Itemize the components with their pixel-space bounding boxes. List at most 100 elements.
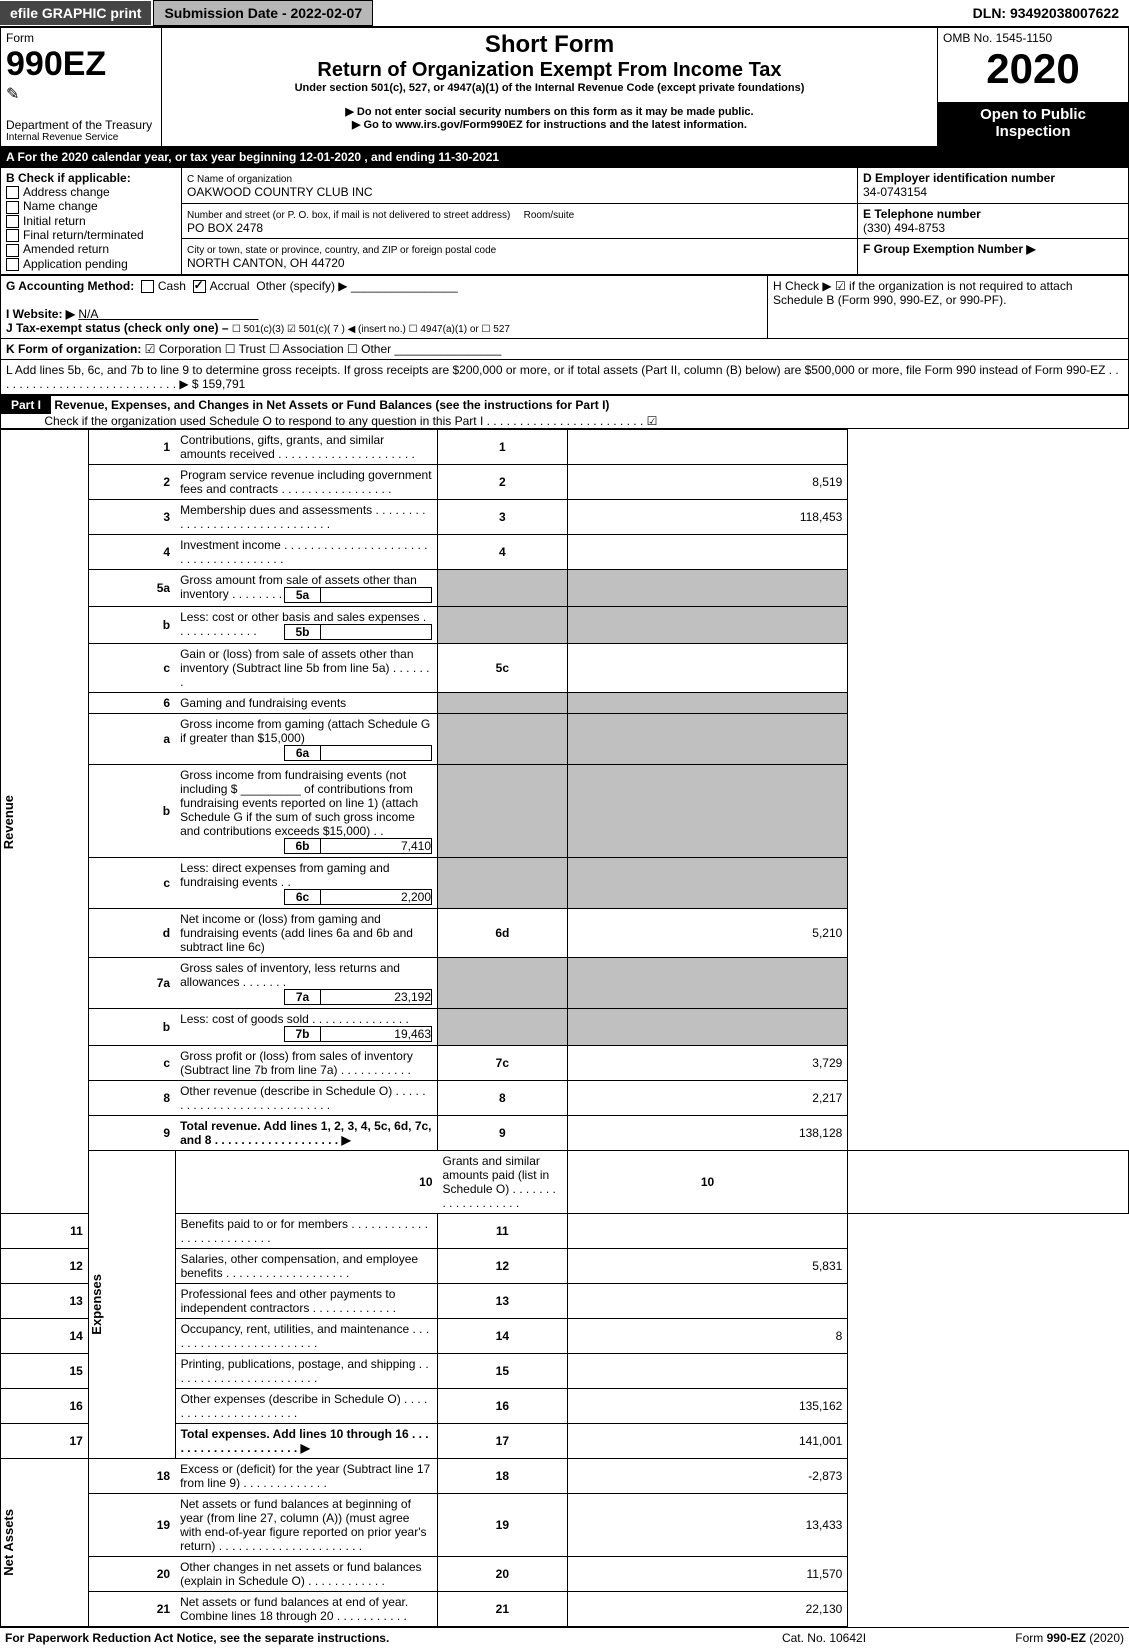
line-15-num: 15 xyxy=(1,1354,89,1389)
line-7c-amt: 3,729 xyxy=(567,1046,848,1081)
box-k-label: K Form of organization: xyxy=(6,342,141,356)
line-11-num: 11 xyxy=(1,1214,89,1249)
line-19-text: Net assets or fund balances at beginning… xyxy=(175,1494,437,1557)
dept-treasury: Department of the Treasury xyxy=(6,118,156,132)
submission-date: Submission Date - 2022-02-07 xyxy=(153,0,373,26)
address-change-checkbox[interactable] xyxy=(6,186,19,199)
line-4-box: 4 xyxy=(438,535,568,570)
line-19-amt: 13,433 xyxy=(567,1494,848,1557)
line-13-text: Professional fees and other payments to … xyxy=(175,1284,437,1319)
line-7c-num: c xyxy=(88,1046,175,1081)
part1-heading: Revenue, Expenses, and Changes in Net As… xyxy=(54,398,609,412)
line-21-box: 21 xyxy=(438,1592,568,1627)
street-label: Number and street (or P. O. box, if mail… xyxy=(187,210,510,221)
line-2-box: 2 xyxy=(438,465,568,500)
line-7b-inneramt: 19,463 xyxy=(321,1027,431,1041)
page-footer: For Paperwork Reduction Act Notice, see … xyxy=(0,1627,1129,1648)
amended-return-checkbox[interactable] xyxy=(6,244,19,257)
no-ssn-warning: ▶ Do not enter social security numbers o… xyxy=(167,105,932,118)
line-6d-box: 6d xyxy=(438,909,568,958)
line-5b-shade xyxy=(438,607,568,644)
under-section: Under section 501(c), 527, or 4947(a)(1)… xyxy=(167,82,932,94)
line-6b-shade xyxy=(438,765,568,858)
line-5c-text: Gain or (loss) from sale of assets other… xyxy=(175,644,437,693)
line-12-amt: 5,831 xyxy=(567,1249,848,1284)
line-11-text: Benefits paid to or for members . . . . … xyxy=(175,1214,437,1249)
ghi-table: G Accounting Method: Cash Accrual Other … xyxy=(0,275,1129,395)
line-6c-text: Less: direct expenses from gaming and fu… xyxy=(180,861,389,889)
box-f-label: F Group Exemption Number ▶ xyxy=(863,242,1036,256)
website-value: N/A xyxy=(78,307,98,321)
line-10-amt xyxy=(848,1151,1129,1214)
line-6d-text: Net income or (loss) from gaming and fun… xyxy=(175,909,437,958)
line-3-box: 3 xyxy=(438,500,568,535)
line-6d-num: d xyxy=(88,909,175,958)
line-7a-num: 7a xyxy=(88,958,175,1009)
line-2-text: Program service revenue including govern… xyxy=(175,465,437,500)
line-5b-innerbox: 5b xyxy=(285,625,321,639)
line-7b-text: Less: cost of goods sold . . . . . . . .… xyxy=(180,1012,409,1026)
irs-label: Internal Revenue Service xyxy=(6,132,156,143)
revenue-section-label: Revenue xyxy=(1,795,16,849)
line-6d-amt: 5,210 xyxy=(567,909,848,958)
box-j-label: J Tax-exempt status (check only one) – xyxy=(6,321,229,335)
line-10-text: Grants and similar amounts paid (list in… xyxy=(438,1151,568,1214)
line-15-amt xyxy=(567,1354,848,1389)
line-6b-innerbox: 6b xyxy=(285,839,321,853)
line-16-box: 16 xyxy=(438,1389,568,1424)
initial-return-checkbox[interactable] xyxy=(6,215,19,228)
line-7b-num: b xyxy=(88,1009,175,1046)
line-14-amt: 8 xyxy=(567,1319,848,1354)
line-5a-innerbox: 5a xyxy=(285,588,321,602)
accrual-checkbox[interactable] xyxy=(193,280,206,293)
name-change-checkbox[interactable] xyxy=(6,201,19,214)
footer-formno: Form 990-EZ (2020) xyxy=(924,1631,1124,1645)
line-6a-num: a xyxy=(88,714,175,765)
line-17-box: 17 xyxy=(438,1424,568,1459)
line-18-amt: -2,873 xyxy=(567,1459,848,1494)
part1-check-text: Check if the organization used Schedule … xyxy=(44,414,657,428)
box-j-opts: ☐ 501(c)(3) ☑ 501(c)( 7 ) ◀ (insert no.)… xyxy=(232,324,510,335)
line-2-amt: 8,519 xyxy=(567,465,848,500)
phone: (330) 494-8753 xyxy=(863,221,945,235)
application-pending-checkbox[interactable] xyxy=(6,258,19,271)
line-7a-innerbox: 7a xyxy=(285,990,321,1004)
line-15-box: 15 xyxy=(438,1354,568,1389)
line-16-num: 16 xyxy=(1,1389,89,1424)
line-15-text: Printing, publications, postage, and shi… xyxy=(175,1354,437,1389)
line-14-num: 14 xyxy=(1,1319,89,1354)
line-5a-shade xyxy=(438,570,568,607)
line-1-amt xyxy=(567,430,848,465)
accrual-label: Accrual xyxy=(210,279,250,293)
goto-link[interactable]: ▶ Go to www.irs.gov/Form990EZ for instru… xyxy=(167,118,932,131)
line-6b-text: Gross income from fundraising events (no… xyxy=(180,768,418,838)
line-6b-shade-amt xyxy=(567,765,848,858)
line-4-text: Investment income . . . . . . . . . . . … xyxy=(175,535,437,570)
footer-left: For Paperwork Reduction Act Notice, see … xyxy=(5,1631,389,1645)
org-name: OAKWOOD COUNTRY CLUB INC xyxy=(187,185,373,199)
final-return-checkbox[interactable] xyxy=(6,229,19,242)
short-form-title: Short Form xyxy=(167,31,932,59)
line-7a-shade-amt xyxy=(567,958,848,1009)
line-6c-num: c xyxy=(88,858,175,909)
line-13-box: 13 xyxy=(438,1284,568,1319)
line-20-text: Other changes in net assets or fund bala… xyxy=(175,1557,437,1592)
line-6-text: Gaming and fundraising events xyxy=(175,693,437,714)
box-k-opts: ☑ Corporation ☐ Trust ☐ Association ☐ Ot… xyxy=(145,342,391,356)
efile-print-button[interactable]: efile GRAPHIC print xyxy=(0,1,151,25)
part1-header: Part I Revenue, Expenses, and Changes in… xyxy=(0,395,1129,429)
box-h-text: H Check ▶ ☑ if the organization is not r… xyxy=(773,279,1072,307)
cash-checkbox[interactable] xyxy=(141,280,154,293)
line-12-box: 12 xyxy=(438,1249,568,1284)
line-10-box: 10 xyxy=(567,1151,848,1214)
other-method-label: Other (specify) ▶ xyxy=(256,279,347,293)
line-11-box: 11 xyxy=(438,1214,568,1249)
line-20-num: 20 xyxy=(88,1557,175,1592)
line-18-text: Excess or (deficit) for the year (Subtra… xyxy=(175,1459,437,1494)
line-9-box: 9 xyxy=(438,1116,568,1151)
initial-return-label: Initial return xyxy=(23,214,86,228)
line-6a-shade xyxy=(438,714,568,765)
line-18-box: 18 xyxy=(438,1459,568,1494)
amended-return-label: Amended return xyxy=(23,242,109,256)
line-5c-box: 5c xyxy=(438,644,568,693)
